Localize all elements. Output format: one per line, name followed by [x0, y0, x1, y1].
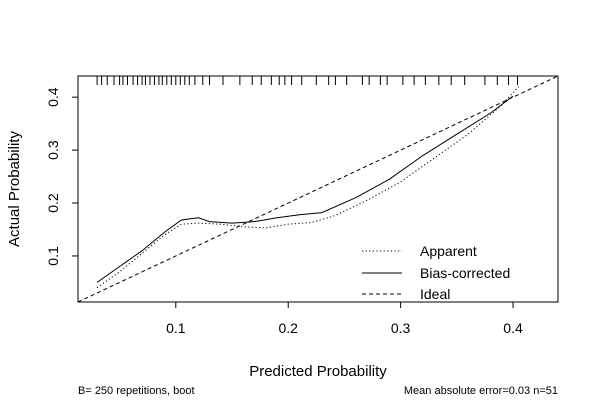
y-axis: 0.1 0.2 0.3 0.4 — [45, 87, 78, 266]
x-axis-title: Predicted Probability — [249, 363, 387, 380]
x-tick-label: 0.4 — [503, 320, 523, 336]
series-line-apparent — [96, 86, 520, 289]
footnote-left: B= 250 repetitions, boot — [78, 385, 195, 397]
x-tick-label: 0.1 — [166, 320, 186, 336]
y-axis-title: Actual Probability — [6, 131, 23, 247]
plot-frame — [77, 75, 559, 303]
legend-label-ideal: Ideal — [420, 286, 450, 302]
series-line-bias-corrected — [96, 95, 514, 283]
rug-marks — [96, 76, 519, 85]
y-tick-label: 0.1 — [45, 246, 61, 266]
series-lines — [77, 75, 559, 303]
legend: Apparent Bias-corrected Ideal — [362, 243, 510, 302]
x-axis: 0.1 0.2 0.3 0.4 — [166, 302, 523, 336]
y-tick-label: 0.4 — [45, 87, 61, 107]
x-tick-label: 0.2 — [278, 320, 298, 336]
legend-label-bias-corrected: Bias-corrected — [420, 265, 510, 281]
series-line-ideal — [77, 75, 559, 303]
y-tick-label: 0.2 — [45, 193, 61, 213]
legend-label-apparent: Apparent — [420, 243, 477, 259]
footnote-right: Mean absolute error=0.03 n=51 — [404, 385, 558, 397]
y-tick-label: 0.3 — [45, 140, 61, 160]
x-tick-label: 0.3 — [391, 320, 411, 336]
